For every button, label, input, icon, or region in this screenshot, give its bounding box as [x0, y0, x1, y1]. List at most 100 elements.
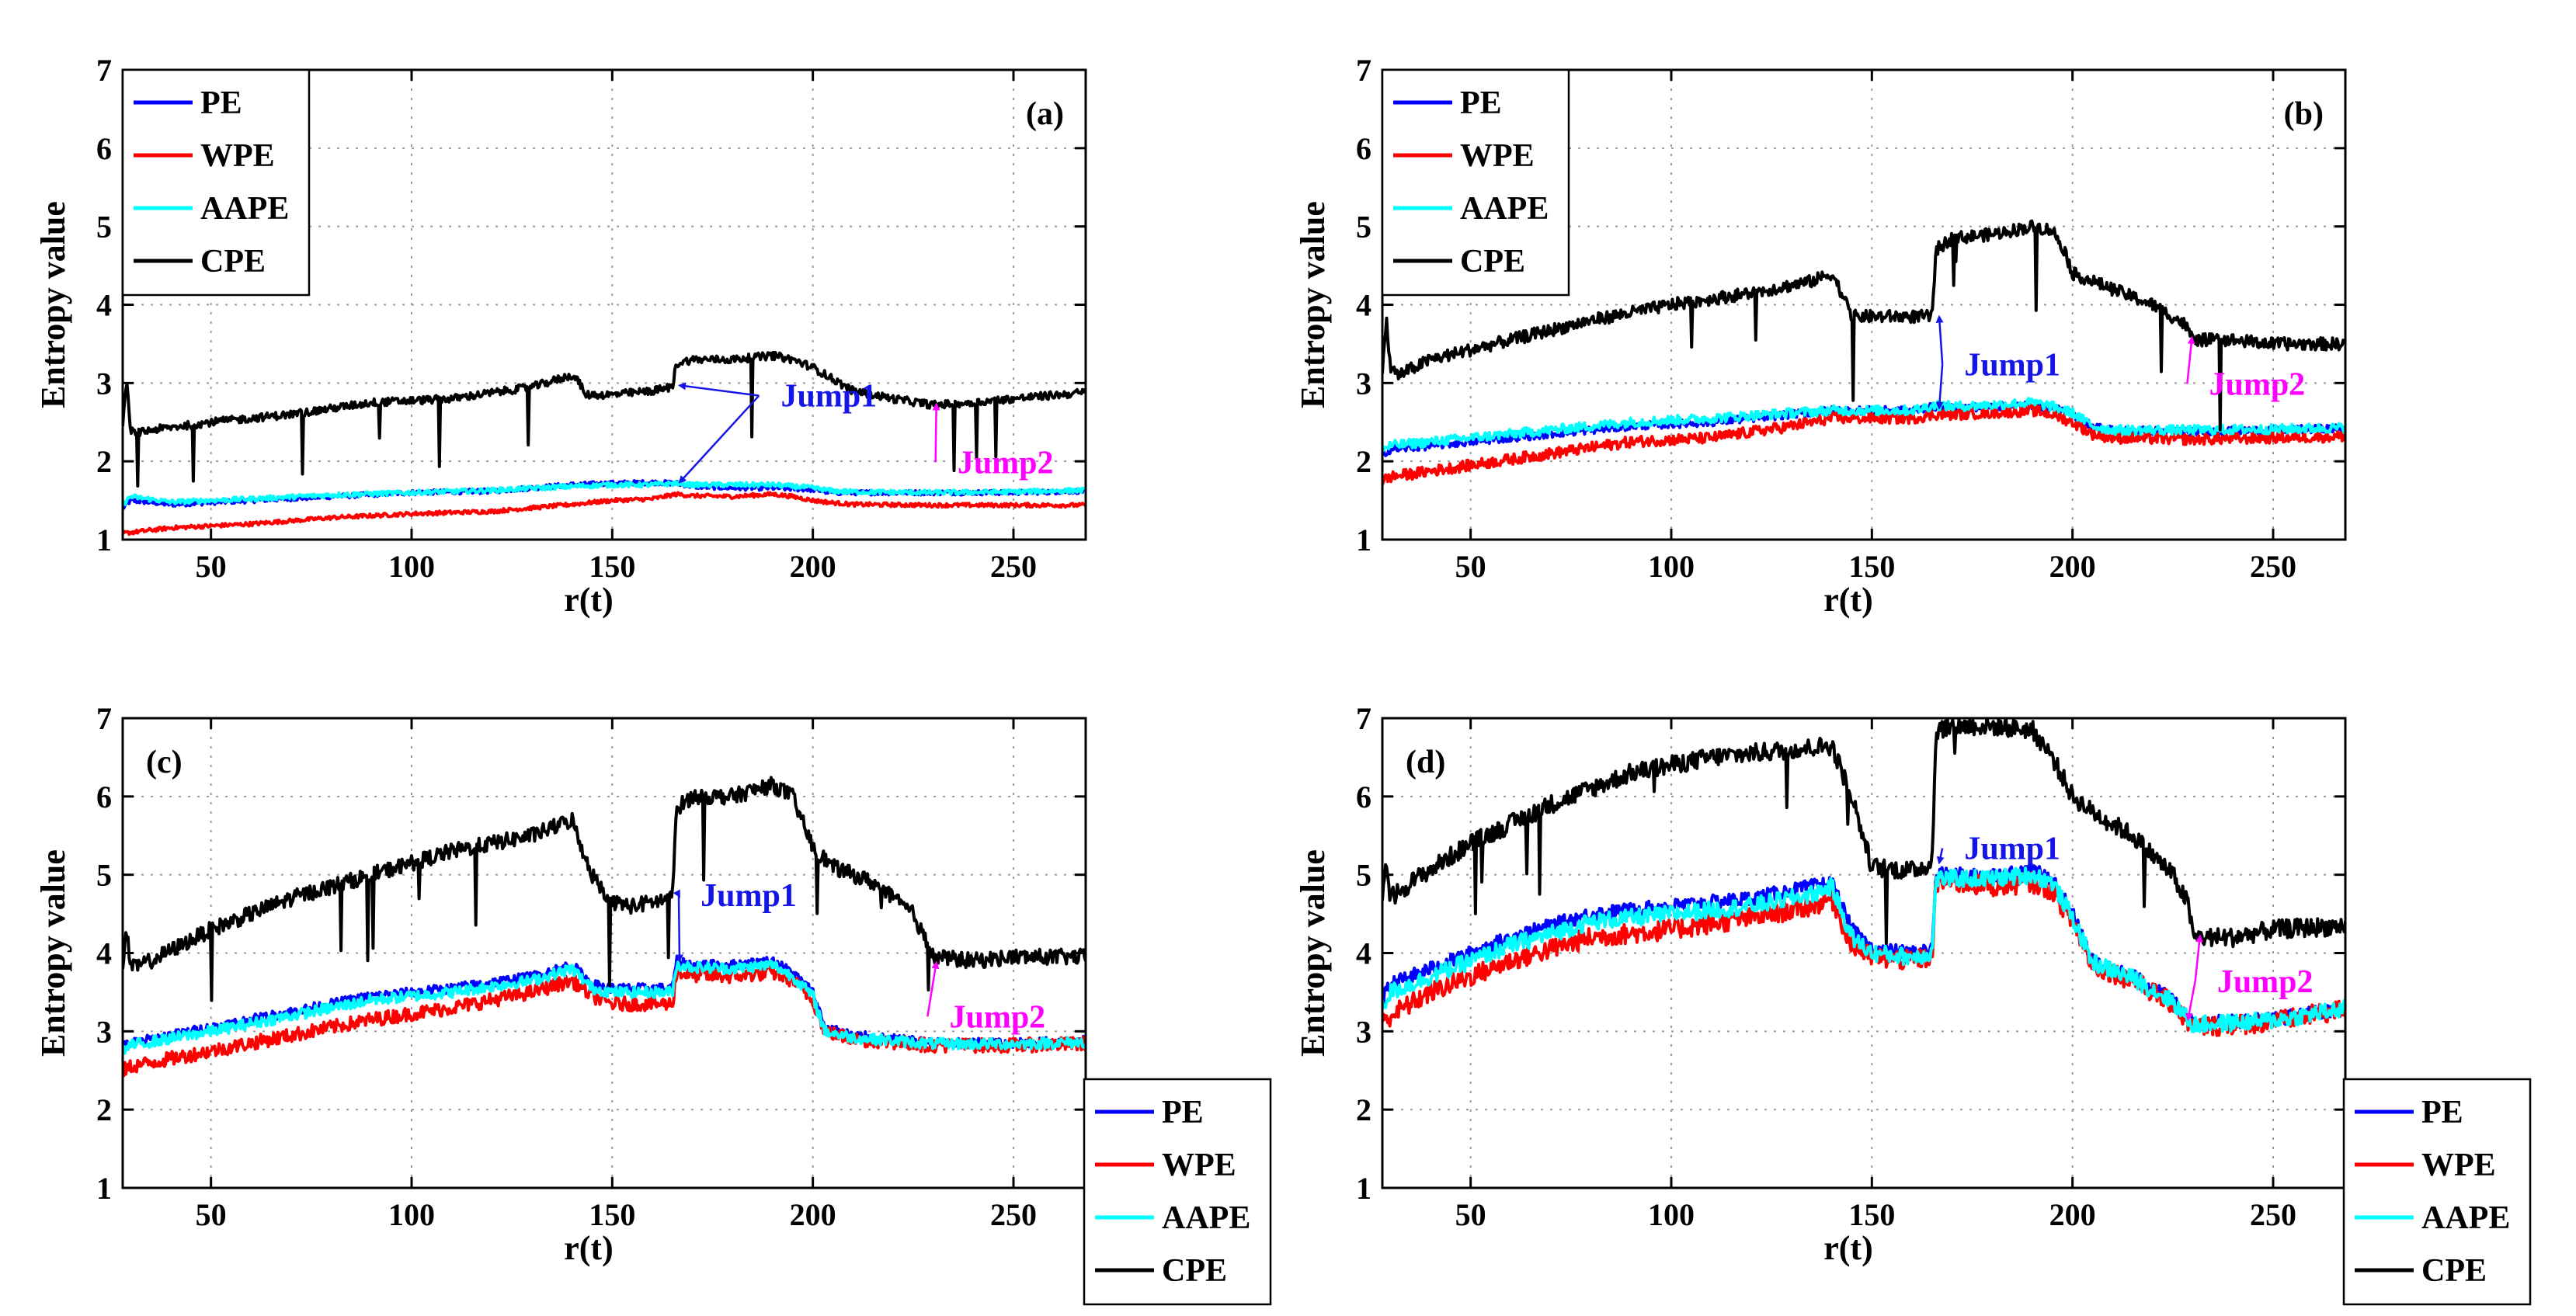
y-tick-label: 6 — [96, 780, 112, 814]
x-tick-label: 100 — [1648, 1197, 1695, 1232]
annotation-arrow — [2185, 981, 2196, 1022]
legend-box — [121, 68, 311, 297]
legend-label-wpe: WPE — [2421, 1148, 2496, 1183]
annotation-arrow — [932, 402, 940, 463]
y-tick-label: 7 — [96, 701, 112, 736]
legend: PE WPE AAPE CPE — [121, 68, 311, 297]
annotation-arrow — [2186, 335, 2195, 384]
legend-label-cpe: CPE — [1460, 244, 1525, 280]
legend-label-aape: AAPE — [2421, 1200, 2510, 1236]
legend-label-cpe: CPE — [2421, 1253, 2487, 1289]
series-line-aape — [1382, 397, 2345, 453]
legend-label-aape: AAPE — [200, 191, 289, 227]
x-tick-label: 50 — [1455, 549, 1486, 584]
annotation-jump2: Jump2 — [2186, 335, 2305, 402]
annotation-label: Jump2 — [2209, 366, 2305, 402]
y-tick-label: 5 — [1356, 858, 1371, 893]
y-tick-label: 3 — [1356, 1014, 1371, 1049]
series-line-cpe — [123, 776, 1086, 1002]
annotation-jump2: Jump2 — [926, 960, 1045, 1035]
x-tick-label: 200 — [2049, 549, 2096, 584]
y-axis-label: Entropy value — [34, 201, 72, 408]
legend-label-pe: PE — [1162, 1095, 1204, 1130]
series-group — [1382, 219, 2345, 485]
annotation-label: Jump1 — [1964, 347, 2060, 383]
y-tick-label: 4 — [1356, 288, 1371, 323]
y-tick-label: 7 — [96, 53, 112, 88]
panel-d: 50 100 150 200 250 1 2 3 4 5 6 7 r(t) Entropy value (d… — [1294, 701, 2532, 1306]
legend-label-aape: AAPE — [1162, 1200, 1250, 1236]
y-tick-label: 5 — [96, 210, 112, 245]
annotation-jump1: Jump1 — [678, 379, 877, 484]
y-tick-label: 6 — [96, 131, 112, 166]
legend-label-aape: AAPE — [1460, 191, 1549, 227]
legend-label-wpe: WPE — [1460, 138, 1535, 174]
panel-tag: (b) — [2284, 96, 2324, 132]
legend: PE WPE AAPE CPE — [1381, 68, 1570, 297]
annotation-jump2: Jump2 — [932, 402, 1054, 481]
x-axis-label: r(t) — [564, 581, 614, 619]
y-tick-label: 2 — [1356, 1092, 1371, 1127]
y-tick-label: 2 — [96, 444, 112, 479]
legend-label-pe: PE — [200, 85, 242, 121]
y-tick-label: 7 — [1356, 53, 1371, 88]
y-tick-label: 5 — [1356, 210, 1371, 245]
legend-label-cpe: CPE — [1162, 1253, 1227, 1289]
y-tick-label: 1 — [1356, 523, 1371, 557]
series-line-aape — [1382, 866, 2345, 1033]
legend: PE WPE AAPE CPE — [2342, 1078, 2532, 1306]
annotation-arrow — [678, 394, 760, 484]
y-tick-label: 4 — [96, 288, 112, 323]
panel-tag: (c) — [146, 745, 183, 780]
x-tick-label: 250 — [990, 1197, 1037, 1232]
series-group — [123, 776, 1086, 1078]
y-tick-label: 1 — [1356, 1171, 1371, 1206]
annotation-arrow — [1935, 364, 1944, 410]
panel-a: 50 100 150 200 250 1 2 3 4 5 6 7 r(t) Entropy value (a… — [34, 53, 1087, 619]
series-line-cpe — [1382, 219, 2345, 432]
legend-label-wpe: WPE — [200, 138, 275, 174]
annotation-arrow — [675, 894, 683, 963]
plot-area — [123, 718, 1086, 1188]
y-tick-label: 7 — [1356, 701, 1371, 736]
x-tick-label: 150 — [1848, 549, 1895, 584]
panel-tag: (a) — [1026, 96, 1064, 132]
legend-label-pe: PE — [2421, 1095, 2463, 1130]
annotation-label: Jump2 — [949, 999, 1045, 1035]
y-tick-label: 2 — [1356, 444, 1371, 479]
x-tick-label: 250 — [990, 549, 1037, 584]
legend-label-cpe: CPE — [200, 244, 266, 280]
y-tick-label: 6 — [1356, 131, 1371, 166]
y-tick-label: 3 — [96, 1014, 112, 1049]
annotation-jump2: Jump2 — [2185, 934, 2314, 1022]
annotation-arrow — [1936, 848, 1945, 865]
legend: PE WPE AAPE CPE — [1083, 1078, 1272, 1306]
x-tick-label: 250 — [2250, 1197, 2296, 1232]
panel-b: 50 100 150 200 250 1 2 3 4 5 6 7 r(t) Entropy value (b… — [1294, 53, 2347, 619]
legend-label-wpe: WPE — [1162, 1148, 1236, 1183]
x-tick-label: 150 — [589, 1197, 635, 1232]
x-tick-label: 100 — [388, 1197, 435, 1232]
legend-box — [1381, 68, 1570, 297]
annotation-label: Jump1 — [1964, 832, 2060, 867]
series-line-aape — [123, 959, 1086, 1055]
annotation-label: Jump2 — [958, 445, 1054, 481]
y-tick-label: 1 — [96, 523, 112, 557]
x-tick-label: 50 — [1455, 1197, 1486, 1232]
x-axis-label: r(t) — [1823, 581, 1873, 619]
panel-c: 50 100 150 200 250 1 2 3 4 5 6 7 r(t) Entropy value (c… — [34, 701, 1272, 1306]
y-axis-label: Entropy value — [1294, 201, 1332, 408]
legend-box — [1083, 1078, 1272, 1306]
series-line-aape — [123, 479, 1086, 506]
annotation-arrow — [678, 382, 760, 397]
annotation-arrow — [1935, 314, 1944, 365]
series-line-cpe — [123, 350, 1086, 488]
x-tick-label: 200 — [790, 1197, 836, 1232]
y-tick-label: 4 — [1356, 936, 1371, 971]
series-group — [123, 350, 1086, 536]
y-tick-label: 3 — [1356, 366, 1371, 401]
legend-label-pe: PE — [1460, 85, 1502, 121]
x-tick-label: 100 — [388, 549, 435, 584]
x-axis-label: r(t) — [564, 1229, 614, 1267]
